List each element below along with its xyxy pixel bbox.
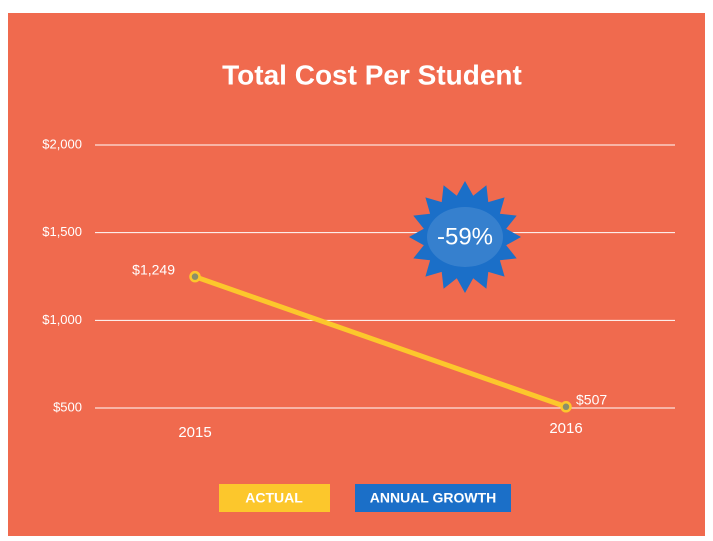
chart-background bbox=[8, 13, 705, 536]
legend-label: ANNUAL GROWTH bbox=[370, 490, 497, 506]
x-tick-label: 2015 bbox=[178, 424, 211, 441]
chart-title: Total Cost Per Student bbox=[222, 59, 522, 90]
series-line bbox=[194, 274, 567, 410]
point bbox=[560, 401, 572, 413]
legend-swatch bbox=[355, 484, 511, 512]
y-tick-label: $1,500 bbox=[42, 224, 82, 239]
y-tick-label: $500 bbox=[53, 399, 82, 414]
annotation-burst bbox=[409, 181, 521, 293]
annotation-inner bbox=[427, 207, 503, 267]
value-label: $507 bbox=[576, 391, 607, 407]
annotation-text: -59% bbox=[437, 223, 493, 250]
x-tick-label: 2016 bbox=[549, 420, 582, 437]
value-label: $1,249 bbox=[132, 261, 175, 277]
y-tick-label: $1,000 bbox=[42, 312, 82, 327]
legend-swatch bbox=[219, 484, 330, 512]
point bbox=[189, 270, 201, 283]
legend-label: ACTUAL bbox=[245, 490, 303, 506]
y-tick-label: $2,000 bbox=[42, 136, 82, 151]
